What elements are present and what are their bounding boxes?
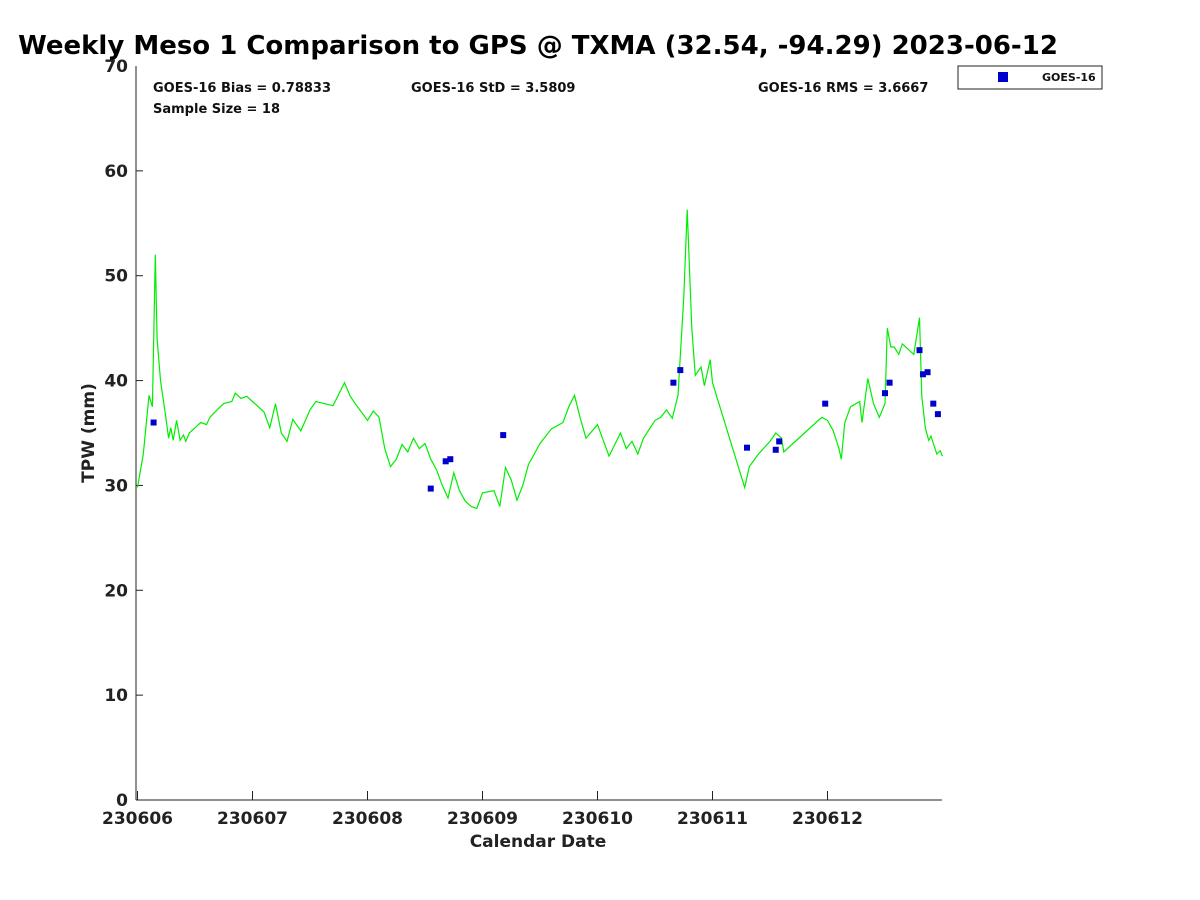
y-tick-label: 30 <box>104 476 128 496</box>
data-point-goes16 <box>744 444 750 451</box>
y-tick-label: 70 <box>104 57 128 77</box>
x-tick-label: 230607 <box>217 809 288 829</box>
data-point-goes16 <box>776 438 783 445</box>
legend-marker-goes16 <box>998 72 1008 82</box>
data-point-goes16 <box>447 456 454 463</box>
stat-std: GOES-16 StD = 3.5809 <box>411 81 575 96</box>
y-tick-label: 50 <box>104 267 128 287</box>
legend-label-goes16: GOES-16 <box>1042 71 1096 84</box>
stat-sample-size: Sample Size = 18 <box>153 102 280 117</box>
chart-title: Weekly Meso 1 Comparison to GPS @ TXMA (… <box>18 31 1058 61</box>
legend: GOES-16 <box>957 65 1103 90</box>
data-point-goes16 <box>670 379 677 386</box>
data-point-goes16 <box>442 458 449 465</box>
data-point-goes16 <box>924 369 931 376</box>
data-point-goes16 <box>882 390 888 397</box>
data-point-goes16 <box>930 400 937 407</box>
data-point-goes16 <box>772 446 779 453</box>
data-point-goes16 <box>500 432 507 439</box>
x-tick-label: 230610 <box>562 809 633 829</box>
data-point-goes16 <box>677 367 684 374</box>
legend-box <box>957 65 1103 90</box>
stat-bias: GOES-16 Bias = 0.78833 <box>153 81 331 96</box>
plot-area <box>136 209 944 510</box>
data-point-goes16 <box>916 347 923 354</box>
x-tick-label: 230611 <box>677 809 748 829</box>
x-tick-label: 230608 <box>332 809 403 829</box>
y-axis-label: TPW (mm) <box>79 383 99 483</box>
stat-rms: GOES-16 RMS = 3.6667 <box>758 81 928 96</box>
y-tick-label: 0 <box>116 791 128 811</box>
data-point-goes16 <box>822 400 829 407</box>
x-ticks: 230606 230607 230608 230609 230610 230611 2306… <box>102 791 863 829</box>
data-point-goes16 <box>934 411 941 418</box>
x-tick-label: 230606 <box>102 809 173 829</box>
data-point-goes16 <box>427 485 434 492</box>
y-tick-label: 10 <box>104 686 128 706</box>
data-point-goes16 <box>919 371 926 378</box>
y-tick-label: 20 <box>104 581 128 601</box>
series-line-reference <box>136 209 944 510</box>
x-tick-label: 230609 <box>447 809 518 829</box>
x-axis-label: Calendar Date <box>470 832 607 852</box>
y-tick-label: 60 <box>104 162 128 182</box>
y-tick-label: 40 <box>104 372 128 392</box>
y-ticks: 0 10 20 30 40 50 60 70 <box>104 57 143 811</box>
data-point-goes16 <box>150 419 157 426</box>
x-tick-label: 230612 <box>792 809 863 829</box>
data-point-goes16 <box>886 379 893 386</box>
